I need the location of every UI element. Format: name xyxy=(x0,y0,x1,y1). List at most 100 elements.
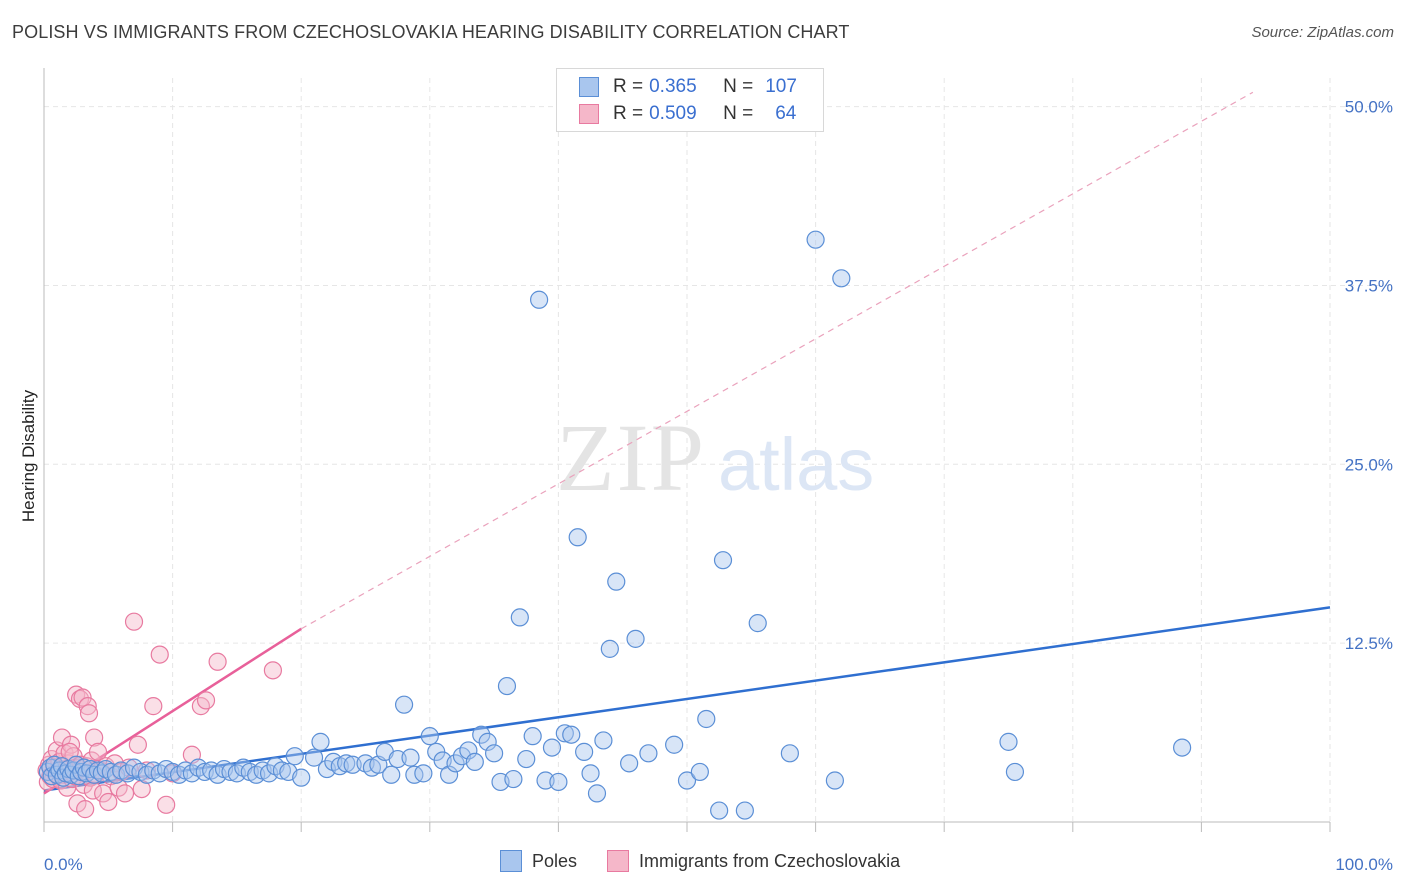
y-tick-label: 12.5% xyxy=(1345,634,1393,653)
czechoslovakia-point xyxy=(73,688,92,707)
poles-point xyxy=(530,290,549,309)
poles-point xyxy=(523,727,542,746)
czechoslovakia-point xyxy=(157,795,176,814)
legend-r-value: 0.509 xyxy=(649,103,697,124)
poles-point xyxy=(999,732,1018,751)
poles-point xyxy=(825,771,844,790)
poles-point xyxy=(504,769,523,789)
poles-point xyxy=(549,772,568,792)
grid xyxy=(44,78,1392,822)
axes xyxy=(43,68,1331,832)
poles-point xyxy=(510,608,529,627)
poles-point xyxy=(517,749,536,769)
poles-point xyxy=(465,752,484,772)
czechoslovakia-point xyxy=(52,728,72,747)
y-axis-title: Hearing Disability xyxy=(19,389,38,522)
czechoslovakia-point xyxy=(263,661,283,680)
poles-point xyxy=(587,784,607,803)
poles-point xyxy=(594,731,613,750)
legend-row-czechoslovakia: R = 0.509 N = 64 xyxy=(579,101,796,127)
y-tick-label: 25.0% xyxy=(1345,455,1393,474)
x-tick-label-max: 100.0% xyxy=(1335,855,1393,874)
legend-n-value: 64 xyxy=(775,103,797,124)
bottom-legend: Poles Immigrants from Czechoslovakia xyxy=(500,850,930,872)
poles-point xyxy=(832,269,851,288)
poles-point xyxy=(555,724,574,743)
czechoslovakia-swatch-icon xyxy=(579,104,599,124)
source-label: Source: ZipAtlas.com xyxy=(1251,24,1394,41)
czechoslovakia-point xyxy=(85,728,104,747)
axis-labels: Hearing Disability 0.0% 100.0% 12.5% 25.0… xyxy=(19,98,1393,874)
legend: R = 0.365 N = 107 R = 0.509 N = 64 xyxy=(556,68,824,132)
poles-point xyxy=(439,765,459,784)
poles-point xyxy=(285,747,304,766)
poles-point xyxy=(713,551,733,570)
poles-point xyxy=(401,748,420,767)
poles-point xyxy=(472,725,491,744)
watermark-zip: ZIP xyxy=(556,404,706,511)
bottom-legend-poles: Poles xyxy=(500,850,577,872)
watermark: ZIP atlas xyxy=(556,404,874,511)
poles-point xyxy=(272,761,292,780)
poles-point xyxy=(697,709,716,729)
czechoslovakia-point xyxy=(76,800,95,819)
czechoslovakia-point xyxy=(79,704,99,723)
poles-point xyxy=(394,695,414,714)
legend-n-label: N = xyxy=(723,103,754,124)
chart-title: POLISH VS IMMIGRANTS FROM CZECHOSLOVAKIA… xyxy=(12,22,850,42)
czechoslovakia-point xyxy=(128,735,147,754)
czechoslovakia-point xyxy=(191,697,210,716)
poles-point xyxy=(620,754,639,773)
czechoslovakia-point xyxy=(83,781,102,800)
poles-point xyxy=(405,765,424,784)
poles-point xyxy=(497,676,517,696)
poles-point xyxy=(806,230,825,249)
poles-point xyxy=(600,639,619,658)
poles-point xyxy=(337,754,356,773)
poles-point xyxy=(568,528,587,547)
poles-point xyxy=(562,725,581,744)
legend-n-value: 107 xyxy=(765,76,797,97)
czechoslovakia-point xyxy=(78,697,97,716)
poles-point xyxy=(1005,762,1025,782)
czechoslovakia-point xyxy=(99,792,118,812)
poles-point xyxy=(542,738,562,757)
legend-r-value: 0.365 xyxy=(649,76,697,97)
poles-point xyxy=(690,762,709,782)
poles-point xyxy=(665,735,684,754)
poles-point xyxy=(446,754,465,773)
poles-point xyxy=(96,759,115,779)
bottom-legend-label: Poles xyxy=(532,850,578,871)
czechoslovakia-point xyxy=(88,742,108,761)
bottom-legend-czechoslovakia: Immigrants from Czechoslovakia xyxy=(607,850,900,872)
poles-point xyxy=(382,765,401,784)
czechoslovakia-point xyxy=(208,652,227,671)
poles-point xyxy=(626,629,645,648)
poles-point xyxy=(459,741,478,760)
y-tick-label: 50.0% xyxy=(1345,98,1393,117)
poles-point xyxy=(420,727,439,746)
poles-swatch-icon xyxy=(579,77,599,97)
czechoslovakia-swatch-icon xyxy=(607,850,630,872)
poles-point xyxy=(710,801,729,820)
czechoslovakia-points xyxy=(37,612,283,819)
poles-point xyxy=(639,744,658,763)
legend-n-label: N = xyxy=(723,76,754,97)
czechoslovakia-point xyxy=(115,784,135,803)
watermark-atlas: atlas xyxy=(718,423,874,506)
poles-point xyxy=(780,744,799,763)
poles-point xyxy=(1173,738,1192,757)
czechoslovakia-point xyxy=(124,612,144,631)
poles-point xyxy=(478,732,497,751)
poles-point xyxy=(292,768,311,787)
czechoslovakia-point xyxy=(150,645,169,664)
poles-point xyxy=(575,742,594,761)
y-tick-label: 37.5% xyxy=(1345,276,1393,295)
poles-point xyxy=(311,732,330,751)
poles-point xyxy=(581,764,600,783)
poles-swatch-icon xyxy=(500,850,522,872)
poles-point xyxy=(735,801,754,820)
legend-row-poles: R = 0.365 N = 107 xyxy=(579,74,797,100)
poles-points xyxy=(38,230,1192,820)
